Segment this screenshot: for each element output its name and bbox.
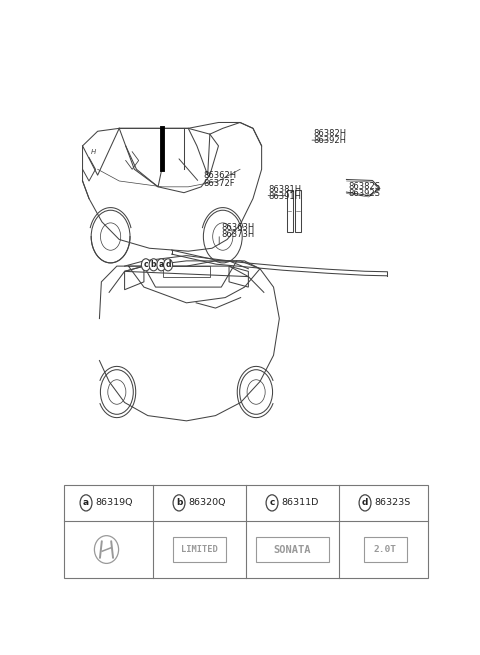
Circle shape <box>164 259 173 271</box>
Text: a: a <box>83 498 89 508</box>
Text: 86392S: 86392S <box>348 189 380 198</box>
Circle shape <box>142 259 150 271</box>
Text: d: d <box>165 260 171 269</box>
Text: H: H <box>91 149 96 155</box>
Text: 86311D: 86311D <box>281 498 319 508</box>
Text: 86320Q: 86320Q <box>188 498 226 508</box>
Text: 86373H: 86373H <box>222 231 255 240</box>
Circle shape <box>266 495 278 511</box>
Text: 2.0T: 2.0T <box>374 545 397 554</box>
Text: 86372F: 86372F <box>203 179 235 188</box>
Circle shape <box>359 495 371 511</box>
Text: LIMITED: LIMITED <box>181 545 218 554</box>
Text: SONATA: SONATA <box>274 544 311 555</box>
Text: 86382H: 86382H <box>313 128 346 138</box>
Text: a: a <box>159 260 164 269</box>
Text: 86392H: 86392H <box>313 136 346 145</box>
Circle shape <box>173 495 185 511</box>
Text: b: b <box>176 498 182 508</box>
Text: 86391H: 86391H <box>268 192 301 201</box>
Text: 86363H: 86363H <box>222 223 255 232</box>
Text: 86362H: 86362H <box>203 172 236 181</box>
Circle shape <box>157 259 166 271</box>
Text: 86381H: 86381H <box>268 185 301 194</box>
Text: 86323S: 86323S <box>375 498 411 508</box>
Text: b: b <box>151 260 156 269</box>
Text: d: d <box>362 498 368 508</box>
Circle shape <box>149 259 158 271</box>
Text: 86382S: 86382S <box>348 181 380 191</box>
Circle shape <box>80 495 92 511</box>
Text: c: c <box>269 498 275 508</box>
Text: c: c <box>144 260 148 269</box>
Text: 86319Q: 86319Q <box>95 498 132 508</box>
